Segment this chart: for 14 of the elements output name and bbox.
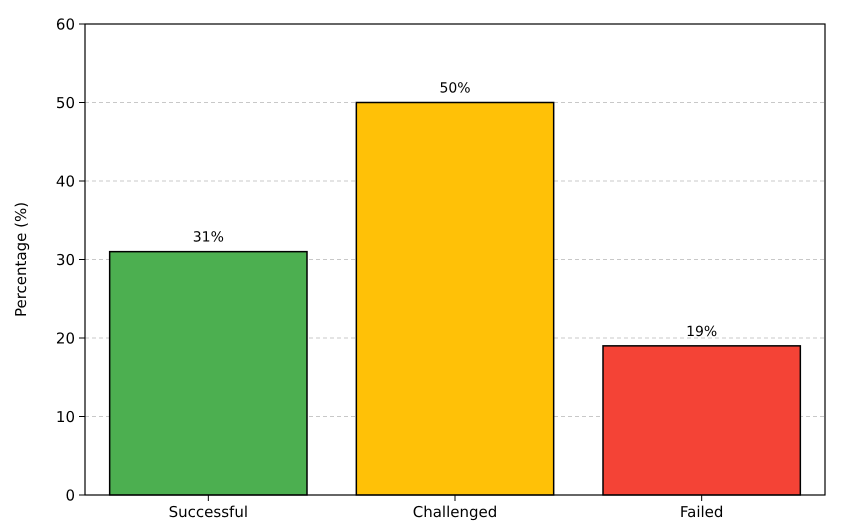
x-tick-label: Successful [168, 503, 248, 521]
y-tick-label: 40 [56, 172, 75, 190]
y-tick-label: 30 [56, 250, 75, 269]
x-tick-label: Challenged [412, 503, 498, 521]
y-tick-label: 20 [56, 329, 75, 348]
data-label: 19% [686, 324, 718, 340]
y-tick-label: 10 [56, 408, 75, 426]
y-tick-label: 0 [65, 486, 75, 504]
data-label: 31% [192, 230, 224, 246]
data-label: 50% [439, 80, 471, 96]
y-axis-title: Percentage (%) [12, 202, 30, 318]
y-tick-label: 50 [56, 94, 75, 112]
y-tick-label: 60 [56, 15, 75, 34]
x-tick-label: Failed [680, 503, 724, 521]
